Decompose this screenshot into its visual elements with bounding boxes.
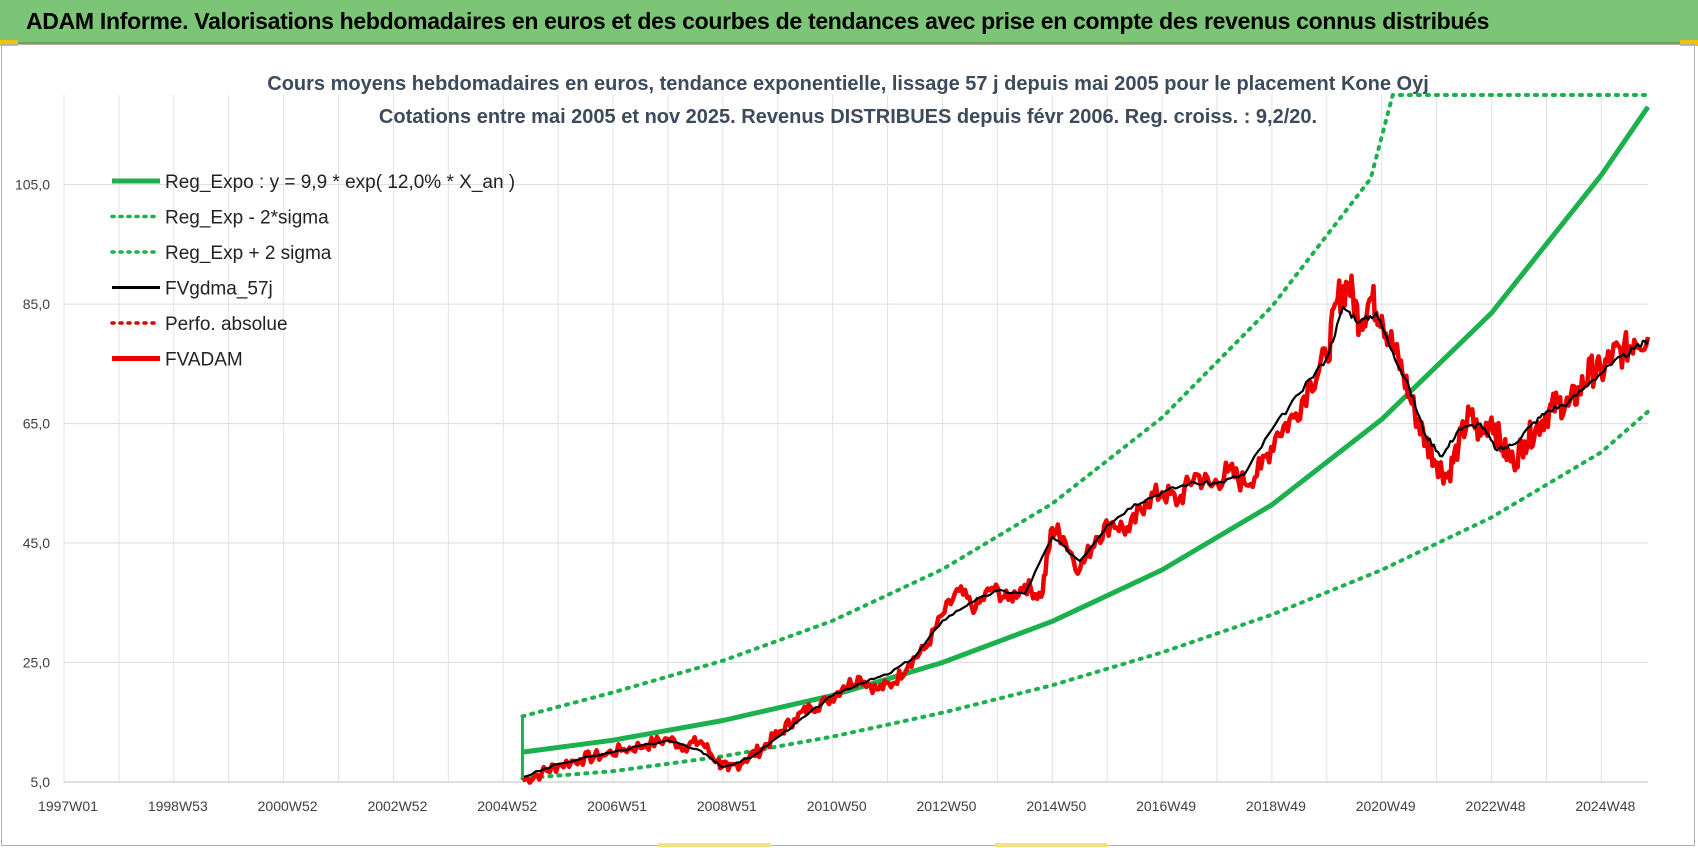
series-line-reg-plus-2sigma	[520, 93, 1650, 719]
corner-marker-left	[0, 40, 18, 46]
x-tick-label: 2016W49	[1136, 798, 1196, 814]
y-tick-label: 5,0	[31, 774, 51, 790]
series-line-reg-expo	[522, 105, 1651, 755]
x-tick-label: 1998W53	[148, 798, 208, 814]
header-title: ADAM Informe. Valorisations hebdomadaire…	[26, 8, 1490, 34]
chart-title-line-2: Cotations entre mai 2005 et nov 2025. Re…	[379, 106, 1317, 128]
series-line-fvadam	[521, 273, 1651, 785]
legend-label: FVADAM	[165, 350, 243, 371]
series-line-fvgdma	[522, 306, 1650, 779]
y-tick-label: 25,0	[23, 655, 50, 671]
y-tick-label: 105,0	[15, 177, 50, 193]
chart-legend: Reg_Expo : y = 9,9 * exp( 12,0% * X_an )…	[110, 172, 515, 371]
corner-marker-right	[1680, 40, 1698, 46]
x-tick-label: 1997W01	[38, 798, 98, 814]
legend-label: Reg_Exp + 2 sigma	[165, 243, 332, 264]
chart-axes: 105,0 85,0 65,0 45,0 25,0 5,0 1997W01 1998W53 20…	[15, 177, 1648, 814]
legend-label: Reg_Expo : y = 9,9 * exp( 12,0% * X_an )	[165, 172, 515, 193]
legend-label: Reg_Exp - 2*sigma	[165, 208, 329, 229]
series-line-reg-minus-2sigma	[520, 409, 1650, 781]
header-banner: ADAM Informe. Valorisations hebdomadaire…	[0, 0, 1698, 44]
chart-frame	[1, 44, 1695, 846]
x-tick-label: 2020W49	[1356, 798, 1416, 814]
bottom-highlight-2	[995, 843, 1107, 847]
legend-label: FVgdma_57j	[165, 279, 273, 300]
x-tick-label: 2002W52	[367, 798, 427, 814]
bottom-highlight-1	[658, 843, 770, 847]
x-tick-label: 2024W48	[1575, 798, 1635, 814]
x-tick-label: 2006W51	[587, 798, 647, 814]
x-tick-label: 2012W50	[917, 798, 977, 814]
x-tick-label: 2004W52	[477, 798, 537, 814]
chart-series	[520, 93, 1651, 785]
y-tick-label: 65,0	[23, 416, 50, 432]
legend-label: Perfo. absolue	[165, 314, 288, 335]
x-tick-label: 2014W50	[1026, 798, 1086, 814]
x-tick-label: 2010W50	[807, 798, 867, 814]
chart-title-line-1: Cours moyens hebdomadaires en euros, ten…	[267, 73, 1429, 95]
x-tick-label: 2018W49	[1246, 798, 1306, 814]
x-tick-label: 2008W51	[697, 798, 757, 814]
y-tick-label: 45,0	[23, 535, 50, 551]
y-tick-label: 85,0	[23, 296, 50, 312]
x-tick-label: 2022W48	[1466, 798, 1526, 814]
x-tick-label: 2000W52	[258, 798, 318, 814]
